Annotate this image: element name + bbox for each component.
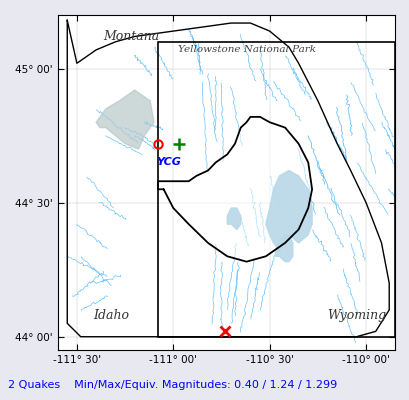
Text: YCG: YCG xyxy=(155,158,180,168)
Polygon shape xyxy=(96,90,154,149)
Bar xyxy=(157,42,394,337)
Text: 2 Quakes    Min/Max/Equiv. Magnitudes: 0.40 / 1.24 / 1.299: 2 Quakes Min/Max/Equiv. Magnitudes: 0.40… xyxy=(8,380,337,390)
Polygon shape xyxy=(227,208,240,230)
Polygon shape xyxy=(275,235,292,262)
Text: Yellowstone National Park: Yellowstone National Park xyxy=(177,45,315,54)
Polygon shape xyxy=(157,117,311,262)
Text: Wyoming: Wyoming xyxy=(326,309,385,322)
Text: Idaho: Idaho xyxy=(93,309,129,322)
Text: Montana: Montana xyxy=(103,30,159,43)
Polygon shape xyxy=(265,170,311,251)
